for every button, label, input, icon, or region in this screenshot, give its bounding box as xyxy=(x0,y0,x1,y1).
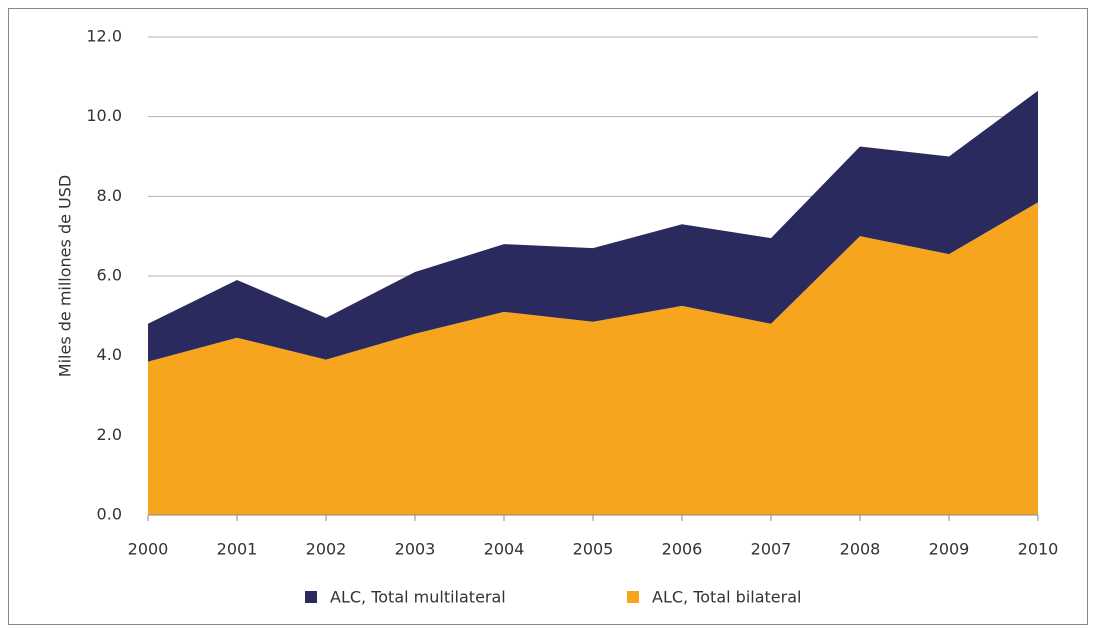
x-tick-label: 2008 xyxy=(840,540,881,559)
legend-label: ALC, Total bilateral xyxy=(652,588,801,607)
area xyxy=(148,202,1038,515)
x-tick-label: 2009 xyxy=(929,540,970,559)
y-tick-label: 4.0 xyxy=(97,345,122,364)
y-tick-label: 10.0 xyxy=(86,106,122,125)
x-tick-label: 2005 xyxy=(573,540,614,559)
x-tick-label: 2006 xyxy=(662,540,703,559)
legend-label: ALC, Total multilateral xyxy=(330,588,506,607)
y-tick-label: 8.0 xyxy=(97,186,122,205)
y-tick-label: 12.0 xyxy=(86,27,122,46)
x-tick-label: 2002 xyxy=(306,540,347,559)
legend-swatch xyxy=(305,591,317,603)
y-tick-label: 6.0 xyxy=(97,266,122,285)
y-tick-label: 2.0 xyxy=(97,425,122,444)
x-tick-label: 2004 xyxy=(484,540,525,559)
legend-swatch xyxy=(627,591,639,603)
y-axis-label: Miles de millones de USD xyxy=(56,175,75,377)
x-tick-label: 2000 xyxy=(128,540,169,559)
x-tick-label: 2003 xyxy=(395,540,436,559)
x-tick-label: 2001 xyxy=(217,540,258,559)
x-tick-label: 2007 xyxy=(751,540,792,559)
y-tick-label: 0.0 xyxy=(97,505,122,524)
x-tick-label: 2010 xyxy=(1018,540,1059,559)
frame xyxy=(8,8,1088,625)
area xyxy=(148,90,1038,362)
